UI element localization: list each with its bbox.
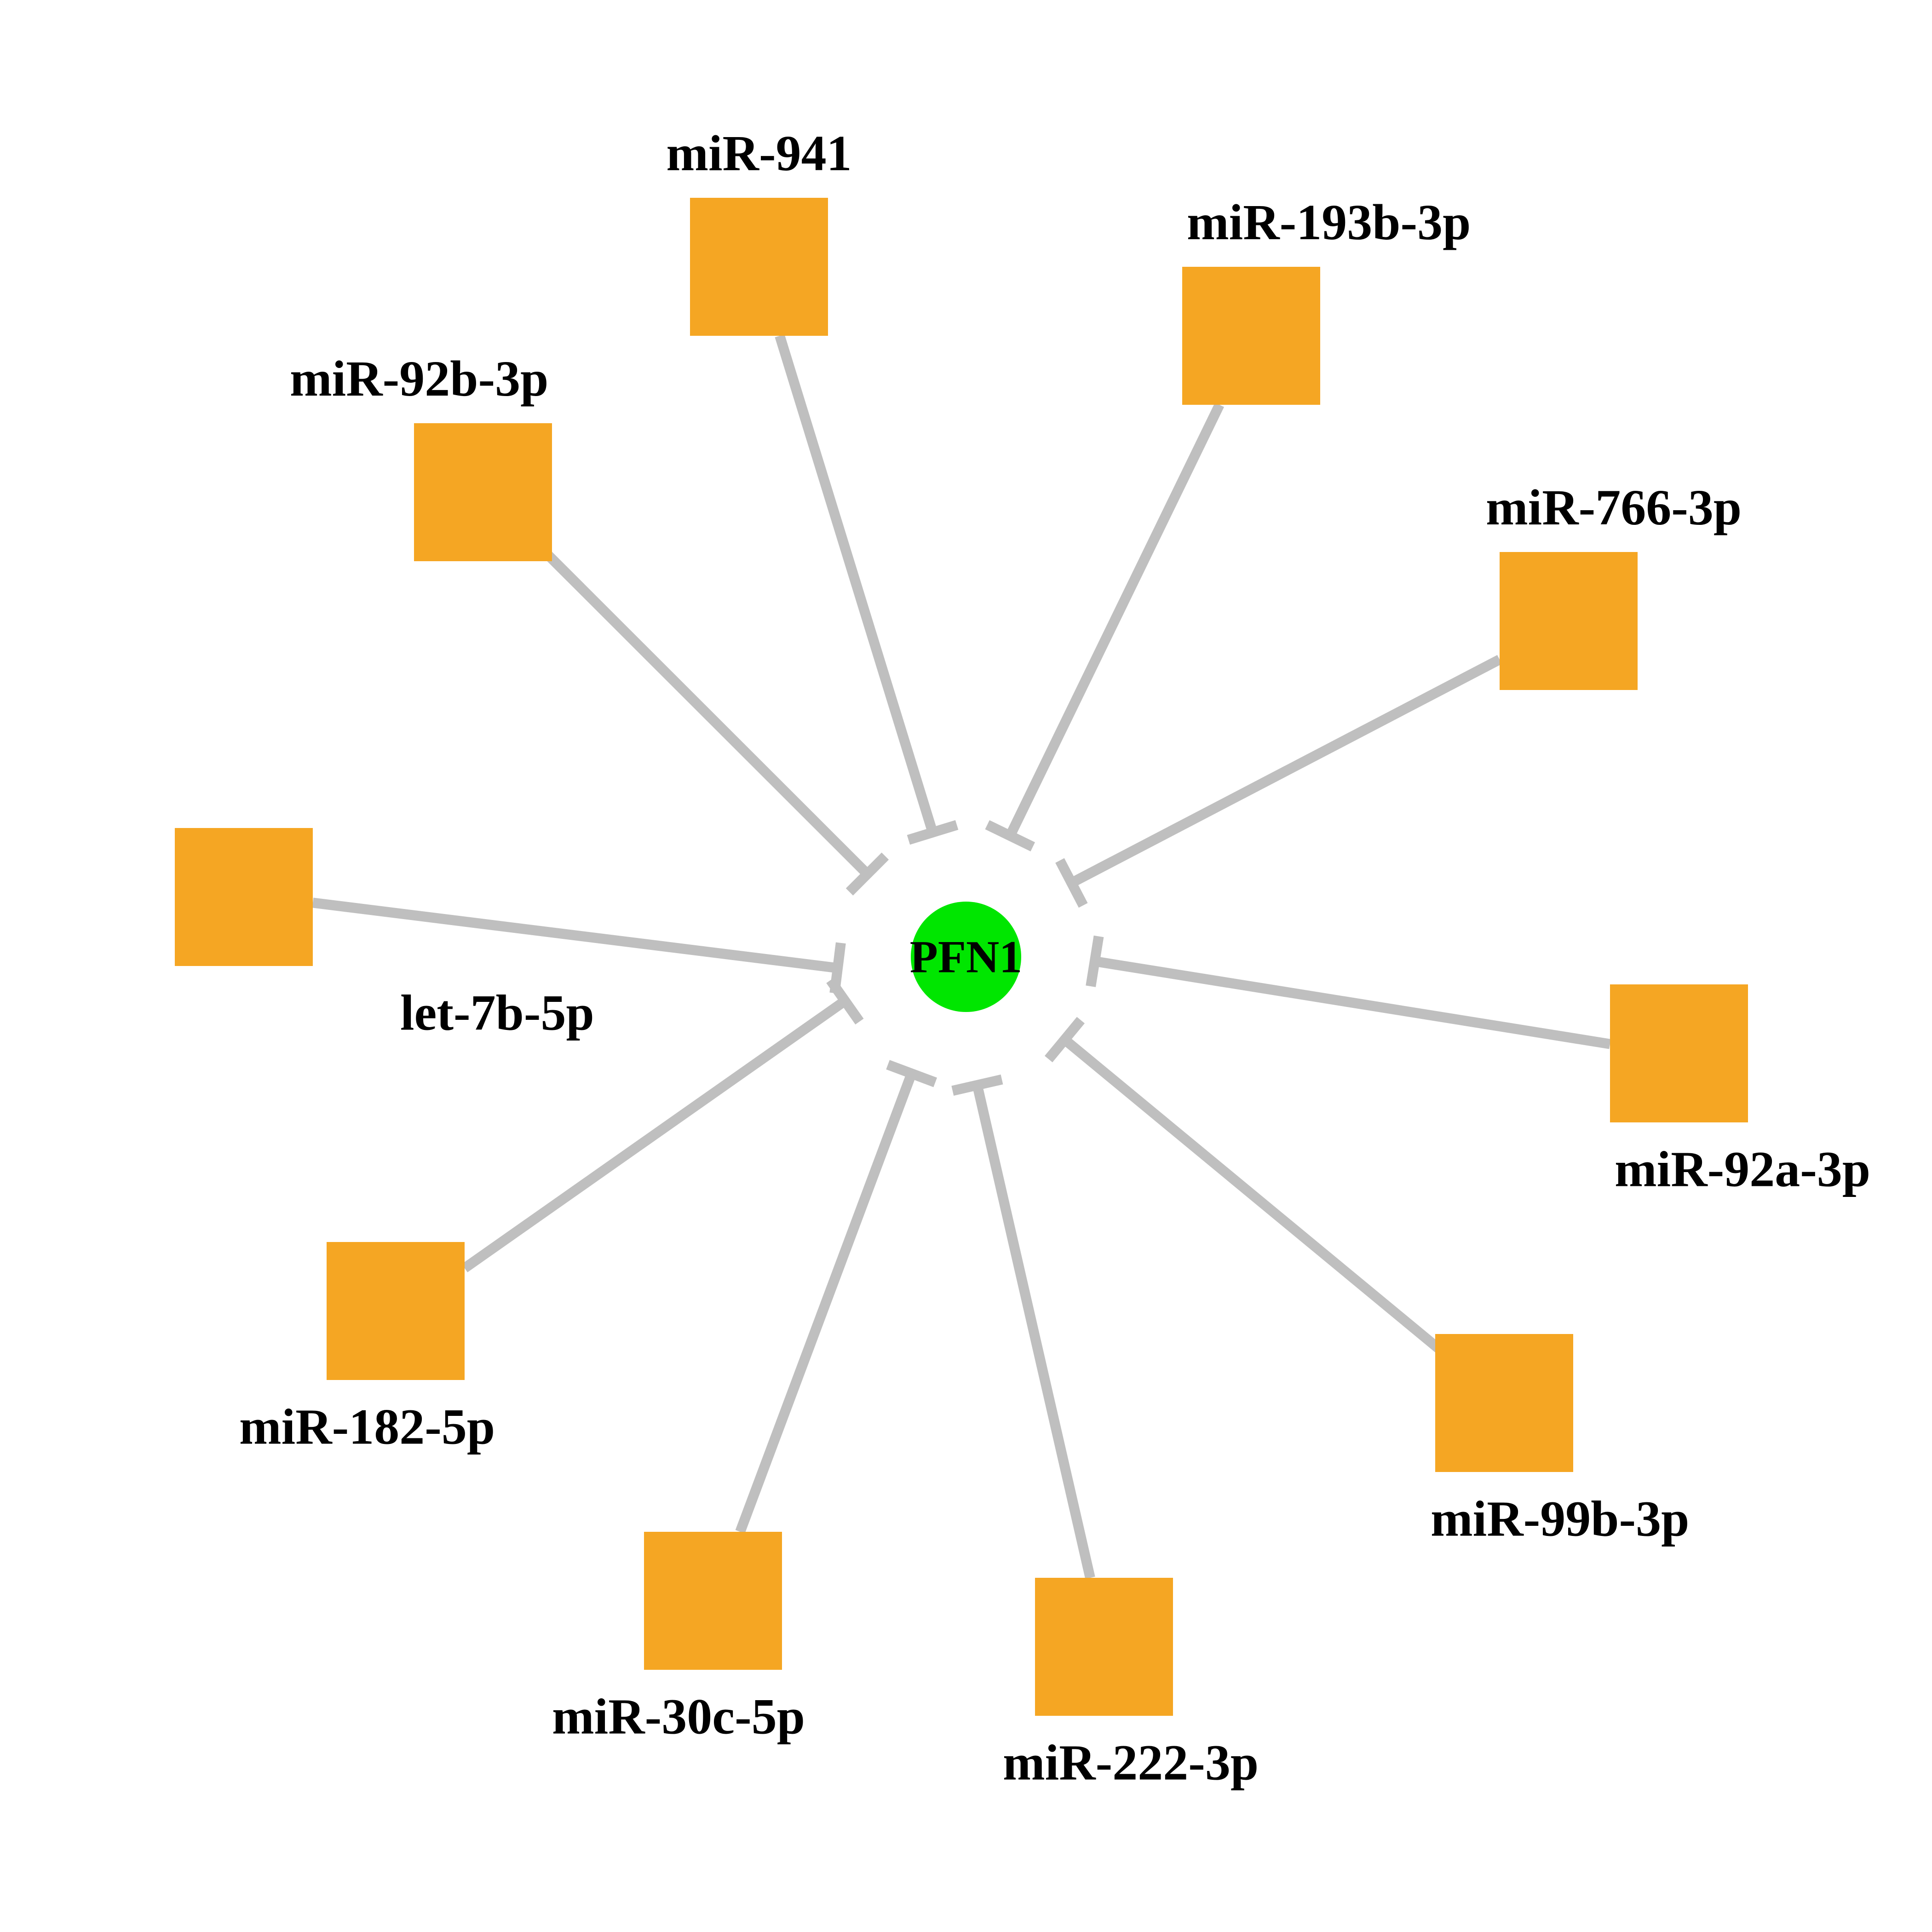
mirna-node-miR-92a-3p: miR-92a-3p — [1610, 984, 1870, 1197]
network-diagram: miR-941 miR-193b-3p miR-92b-3p miR-766-3p le… — [0, 0, 1932, 1932]
mirna-label: miR-92a-3p — [1615, 1141, 1870, 1197]
mirna-node-miR-941: miR-941 — [666, 125, 851, 336]
mirna-label: miR-92b-3p — [290, 351, 548, 407]
mirna-label: miR-182-5p — [239, 1398, 495, 1455]
mirna-square — [1500, 552, 1638, 690]
mirna-square — [1182, 267, 1320, 405]
mirna-node-miR-99b-3p: miR-99b-3p — [1431, 1334, 1689, 1547]
mirna-nodes-layer: miR-941 miR-193b-3p miR-92b-3p miR-766-3p le… — [175, 125, 1870, 1790]
edge-miR-182-5p — [465, 1001, 845, 1268]
mirna-square — [175, 828, 313, 966]
mirna-square — [1035, 1578, 1173, 1716]
mirna-square — [1610, 984, 1748, 1122]
hub-label: PFN1 — [910, 932, 1022, 983]
mirna-node-miR-30c-5p: miR-30c-5p — [552, 1532, 805, 1744]
inhibition-cap-miR-941 — [908, 825, 957, 840]
inhibition-cap-miR-222-3p — [953, 1080, 1002, 1091]
mirna-node-miR-92b-3p: miR-92b-3p — [290, 351, 552, 561]
mirna-square — [1435, 1334, 1573, 1472]
edge-miR-92a-3p — [1095, 961, 1610, 1044]
edge-miR-92b-3p — [543, 550, 868, 874]
edge-miR-30c-5p — [740, 1074, 912, 1532]
mirna-label: miR-766-3p — [1486, 479, 1742, 535]
mirna-label: miR-193b-3p — [1187, 194, 1471, 250]
mirna-square — [644, 1532, 782, 1670]
inhibition-cap-miR-182-5p — [830, 980, 859, 1022]
mirna-label: miR-941 — [666, 125, 851, 181]
edge-let-7b-5p — [313, 903, 838, 968]
mirna-node-miR-193b-3p: miR-193b-3p — [1182, 194, 1471, 405]
edge-miR-99b-3p — [1064, 1040, 1440, 1350]
edge-miR-766-3p — [1071, 660, 1500, 883]
mirna-node-miR-766-3p: miR-766-3p — [1486, 479, 1742, 690]
edge-miR-193b-3p — [1010, 405, 1219, 836]
mirna-square — [414, 423, 552, 561]
edge-miR-222-3p — [977, 1085, 1090, 1578]
mirna-square — [327, 1242, 465, 1380]
mirna-label: let-7b-5p — [400, 984, 594, 1041]
mirna-node-miR-182-5p: miR-182-5p — [239, 1242, 495, 1455]
mirna-node-miR-222-3p: miR-222-3p — [1003, 1578, 1259, 1790]
mirna-square — [690, 198, 828, 336]
mirna-label: miR-30c-5p — [552, 1688, 805, 1744]
edge-miR-941 — [780, 336, 933, 833]
hub-node: PFN1 — [910, 902, 1022, 1012]
mirna-label: miR-99b-3p — [1431, 1490, 1689, 1547]
mirna-label: miR-222-3p — [1003, 1734, 1259, 1790]
inhibition-cap-miR-92a-3p — [1091, 936, 1098, 986]
